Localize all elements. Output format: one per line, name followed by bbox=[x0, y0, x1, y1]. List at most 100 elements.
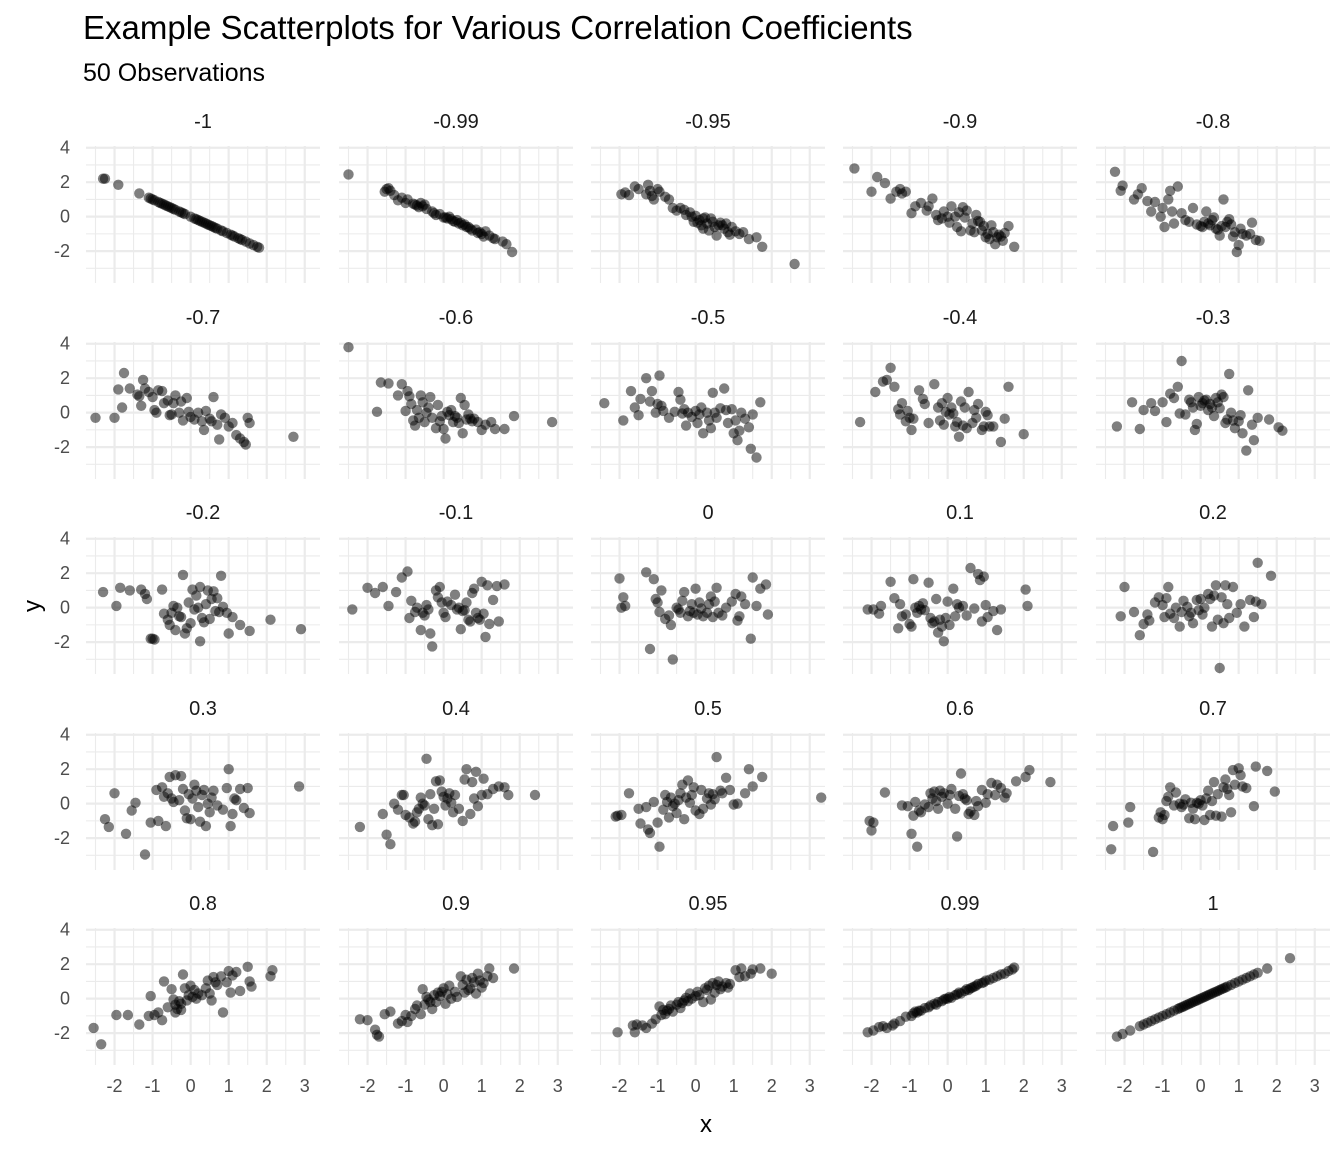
data-point bbox=[709, 596, 720, 607]
data-point bbox=[919, 605, 930, 616]
y-tick-label: 2 bbox=[60, 368, 70, 388]
data-point bbox=[472, 801, 484, 812]
data-point bbox=[1248, 611, 1260, 623]
data-point bbox=[208, 785, 219, 796]
panel-strip-label: 0.99 bbox=[941, 893, 980, 915]
data-point bbox=[717, 610, 728, 621]
data-point bbox=[354, 1014, 366, 1025]
data-point bbox=[908, 574, 919, 585]
panel-strip-label: 0.6 bbox=[946, 698, 974, 720]
data-point bbox=[757, 241, 768, 252]
data-point bbox=[1147, 846, 1159, 858]
data-point bbox=[103, 821, 115, 833]
data-point bbox=[234, 783, 246, 795]
data-point bbox=[1214, 403, 1225, 414]
data-point bbox=[506, 246, 518, 258]
data-point bbox=[1134, 423, 1146, 435]
data-point bbox=[1203, 785, 1214, 796]
data-point bbox=[938, 419, 949, 430]
data-point bbox=[719, 383, 730, 394]
data-point bbox=[373, 1031, 385, 1042]
data-point bbox=[739, 599, 751, 610]
data-point bbox=[893, 623, 904, 634]
data-point bbox=[234, 985, 246, 997]
data-point bbox=[97, 586, 109, 598]
data-point bbox=[1243, 385, 1254, 396]
data-point bbox=[726, 596, 737, 607]
data-point bbox=[115, 582, 126, 593]
data-point bbox=[425, 789, 436, 800]
data-point bbox=[478, 608, 489, 619]
data-point bbox=[1176, 355, 1187, 367]
y-tick-label: -2 bbox=[54, 828, 70, 848]
data-point bbox=[141, 593, 153, 605]
data-point bbox=[599, 398, 610, 409]
data-point bbox=[377, 808, 388, 820]
data-point bbox=[175, 770, 187, 782]
data-point bbox=[198, 784, 210, 796]
data-point bbox=[724, 784, 736, 796]
data-point bbox=[1187, 618, 1199, 629]
data-point bbox=[875, 600, 887, 612]
data-point bbox=[1172, 181, 1184, 192]
data-point bbox=[215, 570, 227, 581]
data-point bbox=[739, 788, 751, 799]
data-point bbox=[940, 993, 951, 1004]
panel: -0.6 bbox=[339, 307, 573, 479]
data-point bbox=[646, 385, 658, 397]
data-point bbox=[1262, 765, 1273, 777]
data-point bbox=[449, 789, 461, 801]
data-point bbox=[1224, 368, 1235, 380]
data-point bbox=[951, 831, 963, 842]
data-point bbox=[663, 812, 675, 823]
data-point bbox=[175, 207, 187, 218]
data-point bbox=[1208, 410, 1220, 422]
data-point bbox=[679, 586, 690, 598]
data-point bbox=[139, 849, 151, 860]
data-point bbox=[1125, 1025, 1136, 1036]
data-point bbox=[383, 600, 394, 612]
data-point bbox=[151, 407, 162, 418]
data-point bbox=[648, 574, 659, 585]
data-point bbox=[999, 413, 1010, 424]
data-point bbox=[185, 211, 196, 222]
data-point bbox=[1009, 241, 1020, 252]
data-point bbox=[641, 801, 652, 813]
data-point bbox=[1166, 206, 1178, 217]
data-point bbox=[116, 402, 128, 413]
data-point bbox=[1237, 428, 1248, 439]
data-point bbox=[739, 413, 751, 424]
data-point bbox=[425, 628, 436, 639]
data-point bbox=[896, 398, 908, 409]
data-point bbox=[223, 628, 234, 639]
data-point bbox=[762, 609, 774, 620]
data-point bbox=[227, 808, 238, 820]
data-point bbox=[288, 431, 299, 442]
data-point bbox=[682, 775, 694, 786]
data-point bbox=[629, 402, 640, 413]
data-point bbox=[246, 981, 257, 992]
data-point bbox=[484, 618, 495, 630]
panel-strip-label: -0.95 bbox=[685, 111, 731, 133]
data-point bbox=[849, 163, 860, 174]
data-point bbox=[965, 562, 976, 574]
data-point bbox=[1128, 606, 1140, 618]
data-point bbox=[633, 410, 644, 421]
data-point bbox=[929, 379, 940, 390]
data-point bbox=[214, 434, 225, 445]
data-point bbox=[972, 398, 984, 410]
data-point bbox=[225, 820, 236, 832]
data-point bbox=[1180, 409, 1191, 420]
data-point bbox=[1256, 599, 1267, 610]
data-point bbox=[417, 984, 428, 995]
data-point bbox=[866, 825, 877, 836]
data-point bbox=[482, 580, 493, 591]
x-tick-label: -1 bbox=[650, 1076, 666, 1096]
data-point bbox=[145, 193, 156, 204]
data-point bbox=[720, 772, 732, 783]
data-point bbox=[1201, 206, 1212, 217]
data-point bbox=[1144, 615, 1155, 626]
data-point bbox=[1125, 801, 1136, 813]
data-point bbox=[623, 788, 635, 799]
data-point bbox=[172, 602, 183, 613]
